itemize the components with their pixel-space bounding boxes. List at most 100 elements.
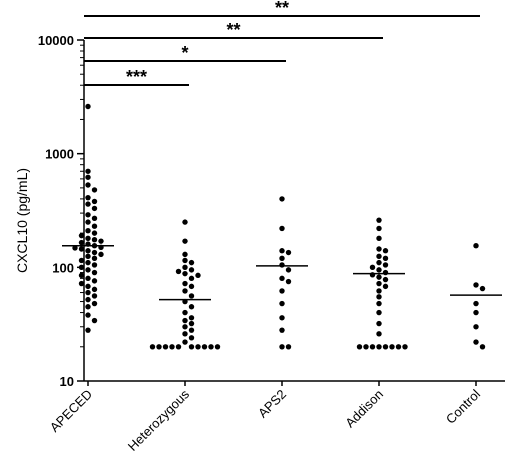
data-point xyxy=(285,267,292,273)
data-point xyxy=(91,255,98,262)
data-point xyxy=(188,335,195,341)
data-point xyxy=(91,223,98,229)
data-point xyxy=(473,282,479,288)
y-axis-label: CXCL10 (pg/mL) xyxy=(14,168,30,273)
data-point xyxy=(85,182,91,188)
data-point xyxy=(91,262,98,268)
data-point xyxy=(85,253,91,260)
data-point xyxy=(479,344,486,350)
data-point xyxy=(78,239,85,246)
data-point xyxy=(376,320,382,327)
data-point xyxy=(376,235,382,242)
data-point xyxy=(376,274,382,280)
data-point xyxy=(382,283,389,290)
data-point xyxy=(85,174,91,180)
data-point xyxy=(382,248,389,254)
data-point xyxy=(182,339,188,345)
data-point xyxy=(382,344,389,350)
data-point xyxy=(188,267,195,273)
data-point xyxy=(149,344,156,350)
data-point xyxy=(376,280,382,287)
data-point xyxy=(182,324,188,330)
data-point xyxy=(395,344,402,350)
data-point xyxy=(188,304,195,310)
data-point xyxy=(285,344,292,350)
data-point xyxy=(85,312,91,318)
data-point xyxy=(376,294,382,300)
x-tick-label: APS2 xyxy=(255,387,289,421)
data-point xyxy=(175,268,182,275)
data-point xyxy=(85,212,91,218)
data-point xyxy=(85,267,91,273)
data-point xyxy=(91,205,98,212)
data-point xyxy=(473,242,479,249)
data-point xyxy=(78,257,85,264)
data-point xyxy=(285,278,292,285)
data-point xyxy=(85,201,91,207)
data-point xyxy=(195,344,201,350)
y-tick-label: 10000 xyxy=(38,33,74,48)
data-point xyxy=(285,249,292,256)
data-point xyxy=(279,225,285,232)
data-point xyxy=(195,272,201,279)
data-point xyxy=(182,257,188,264)
data-point xyxy=(382,262,389,268)
data-point xyxy=(91,187,98,193)
data-point xyxy=(369,344,376,350)
data-point xyxy=(279,248,285,254)
data-point xyxy=(188,320,195,327)
data-point xyxy=(188,315,195,321)
y-tick-label: 1000 xyxy=(45,147,74,162)
data-point xyxy=(363,344,369,350)
data-point xyxy=(85,168,91,174)
data-point xyxy=(98,251,104,258)
x-tick-label: Addison xyxy=(342,387,386,431)
data-point xyxy=(473,324,479,330)
data-point xyxy=(85,194,91,201)
data-point xyxy=(376,300,382,307)
data-point xyxy=(376,331,382,337)
median-lines xyxy=(62,244,502,301)
y-tick-label: 100 xyxy=(52,260,74,275)
x-tick-label: APECED xyxy=(47,387,95,435)
data-point xyxy=(91,249,98,256)
data-point xyxy=(182,288,188,294)
data-point xyxy=(188,259,195,266)
significance-label: ** xyxy=(275,0,289,18)
data-point xyxy=(402,344,408,350)
data-point xyxy=(78,232,85,239)
data-point xyxy=(376,288,382,294)
data-point xyxy=(279,327,285,333)
data-point xyxy=(382,255,389,262)
data-point xyxy=(382,276,389,283)
data-point xyxy=(91,300,98,307)
data-point xyxy=(91,215,98,222)
significance-label: ** xyxy=(226,20,240,40)
data-point xyxy=(201,344,208,350)
significance-brackets: ******** xyxy=(84,0,480,87)
data-point xyxy=(91,293,98,299)
data-point xyxy=(188,344,195,350)
data-point xyxy=(98,238,104,244)
data-point xyxy=(376,246,382,252)
data-point xyxy=(91,198,98,205)
data-point xyxy=(78,272,85,279)
data-point xyxy=(85,228,91,234)
data-point xyxy=(376,309,382,316)
data-point xyxy=(376,253,382,260)
data-point xyxy=(162,344,169,350)
data-point xyxy=(182,219,188,225)
data-point xyxy=(85,275,91,282)
data-point xyxy=(369,272,376,278)
data-point xyxy=(91,269,98,276)
data-point xyxy=(85,259,91,266)
data-point xyxy=(169,344,175,350)
data-point xyxy=(85,327,91,333)
data-point xyxy=(279,288,285,294)
x-tick-label: Control xyxy=(443,386,483,426)
data-point xyxy=(376,217,382,223)
data-point xyxy=(188,293,195,299)
data-point xyxy=(188,275,195,282)
data-point xyxy=(91,230,98,236)
data-point xyxy=(279,344,285,350)
